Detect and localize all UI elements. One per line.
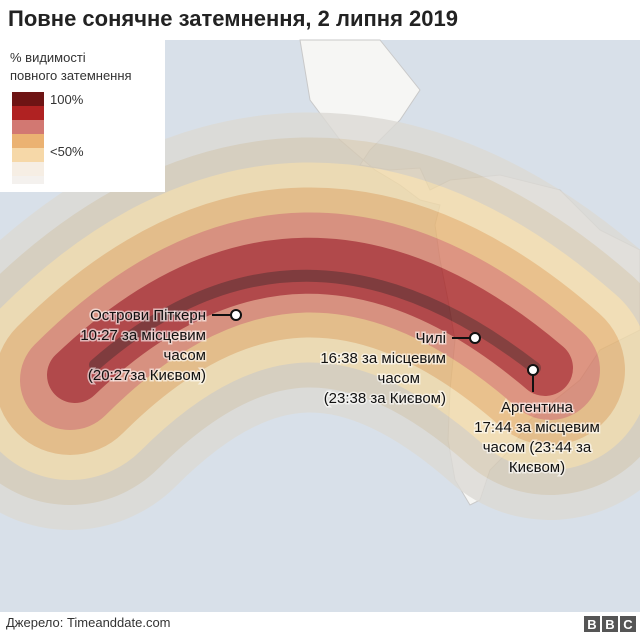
logo-letter: B <box>587 617 596 632</box>
bbc-logo: B B C <box>584 616 636 632</box>
legend-swatch <box>12 106 44 120</box>
eclipse-bands <box>0 112 640 530</box>
annotation: часом <box>378 370 420 387</box>
annotation: (20:27за Києвом) <box>88 367 206 384</box>
annotation: Києвом) <box>509 459 565 476</box>
band <box>47 237 573 403</box>
annotation: Аргентина <box>501 399 574 416</box>
marker <box>527 364 539 376</box>
logo-box <box>620 616 636 632</box>
marker <box>230 309 242 321</box>
legend-title: повного затемнення <box>10 68 132 83</box>
source: Джерело: Timeanddate.com <box>6 615 171 630</box>
annotation: 17:44 за місцевим <box>474 419 600 436</box>
annotation: (23:38 за Києвом) <box>324 390 446 407</box>
legend-label: <50% <box>50 144 84 159</box>
annotation: часом <box>164 347 206 364</box>
title: Повне сонячне затемнення, 2 липня 2019 <box>8 6 458 31</box>
totality-path <box>89 269 541 374</box>
annotation: 10:27 за місцевим <box>80 327 206 344</box>
logo-box <box>602 616 618 632</box>
logo-letter: C <box>623 617 633 632</box>
legend-title: % видимості <box>10 50 86 65</box>
logo-letter: B <box>605 617 614 632</box>
logo-box <box>584 616 600 632</box>
marker <box>469 332 481 344</box>
legend: % видимості повного затемнення 100% <50% <box>0 40 165 192</box>
annotation: 16:38 за місцевим <box>320 350 446 367</box>
legend-swatch <box>12 162 44 176</box>
annotation: часом (23:44 за <box>483 439 592 456</box>
legend-swatch <box>12 134 44 148</box>
legend-swatch <box>12 148 44 162</box>
legend-swatch <box>12 176 44 184</box>
annotation: Острови Піткерн <box>90 307 206 324</box>
annotations: Острови Піткерн 10:27 за місцевим часом … <box>79 306 602 478</box>
legend-swatch <box>12 120 44 134</box>
legend-label: 100% <box>50 92 84 107</box>
legend-swatch <box>12 92 44 106</box>
map <box>0 39 640 612</box>
annotation: Чилі <box>416 330 446 347</box>
